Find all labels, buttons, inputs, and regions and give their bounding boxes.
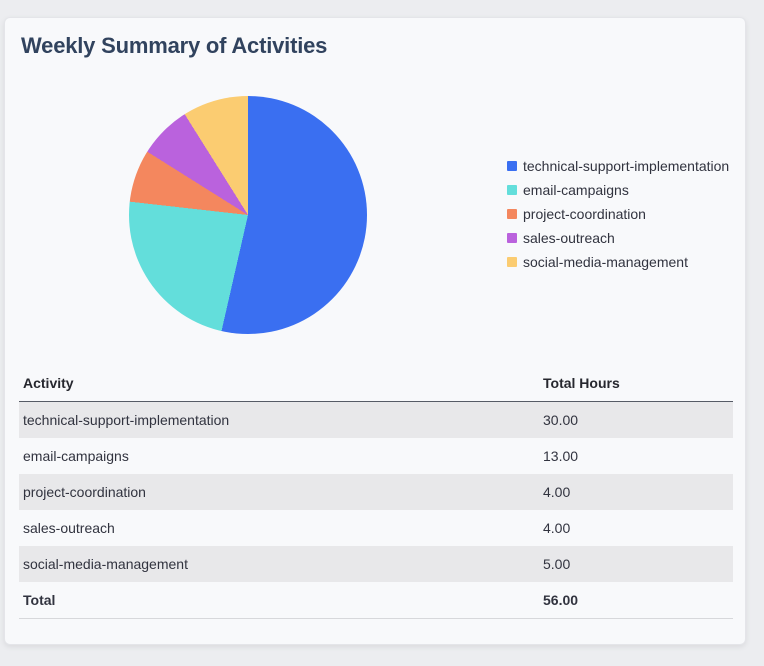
total-label: Total (19, 582, 539, 619)
table-header: Activity Total Hours (19, 366, 733, 402)
total-value: 56.00 (539, 582, 733, 619)
hours-cell: 4.00 (543, 484, 571, 500)
table-body: technical-support-implementation 30.00 ema… (19, 401, 733, 582)
legend-label: technical-support-implementation (523, 158, 730, 174)
legend-label: social-media-management (523, 254, 688, 270)
hours-cell: 30.00 (543, 412, 579, 428)
legend-item: sales-outreach (507, 230, 729, 246)
activity-cell: social-media-management (23, 556, 188, 572)
table-footer: Total 56.00 (19, 582, 733, 619)
legend-swatch (507, 257, 517, 267)
table-row: project-coordination 4.00 (19, 474, 733, 510)
activity-cell: project-coordination (23, 484, 146, 500)
hours-cell: 4.00 (543, 520, 571, 536)
col-header-total-hours: Total Hours (539, 366, 733, 402)
legend-label: email-campaigns (523, 182, 629, 198)
col-header-activity: Activity (19, 366, 539, 402)
hours-cell: 5.00 (543, 556, 571, 572)
legend-swatch (507, 209, 517, 219)
page-title: Weekly Summary of Activities (21, 33, 328, 58)
pie-chart (129, 96, 367, 334)
total-row: Total 56.00 (19, 582, 733, 619)
activity-cell: email-campaigns (23, 448, 129, 464)
legend-item: technical-support-implementation (507, 158, 729, 174)
activities-table: Activity Total Hours technical-support-i… (19, 366, 733, 619)
table-row: sales-outreach 4.00 (19, 510, 733, 546)
table-row: email-campaigns 13.00 (19, 438, 733, 474)
table-row: technical-support-implementation 30.00 (19, 401, 733, 438)
chart-legend: technical-support-implementation email-ca… (507, 158, 729, 278)
legend-swatch (507, 233, 517, 243)
legend-swatch (507, 185, 517, 195)
hours-cell: 13.00 (543, 448, 579, 464)
table-row: social-media-management 5.00 (19, 546, 733, 582)
activity-cell: technical-support-implementation (23, 412, 230, 428)
pie-chart-area: technical-support-implementation email-ca… (5, 60, 745, 360)
legend-item: project-coordination (507, 206, 729, 222)
legend-swatch (507, 161, 517, 171)
activity-cell: sales-outreach (23, 520, 115, 536)
legend-item: social-media-management (507, 254, 729, 270)
legend-item: email-campaigns (507, 182, 729, 198)
legend-label: sales-outreach (523, 230, 615, 246)
legend-label: project-coordination (523, 206, 646, 222)
summary-card: Weekly Summary of Activities technical-s… (4, 17, 746, 645)
